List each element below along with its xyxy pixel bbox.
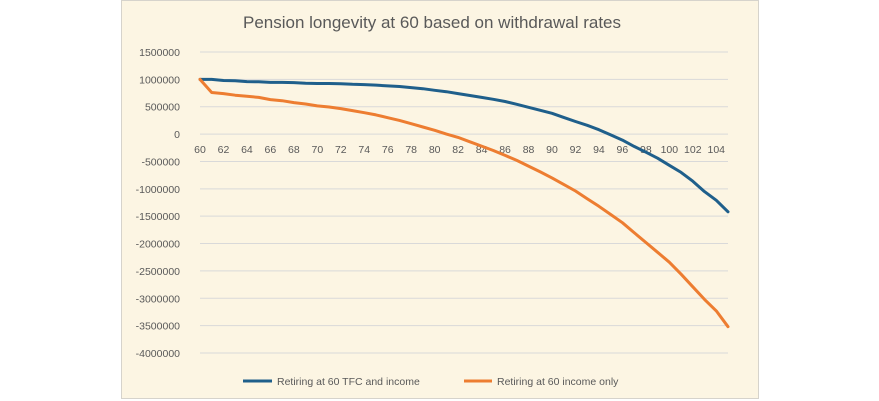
y-tick-label: 0 bbox=[174, 129, 180, 141]
series-line-income-only bbox=[198, 77, 730, 329]
x-tick-label: 78 bbox=[405, 144, 417, 156]
x-tick-label: 74 bbox=[358, 144, 370, 156]
y-tick-label: -1000000 bbox=[136, 184, 181, 196]
y-tick-label: -3000000 bbox=[136, 293, 181, 305]
x-tick-label: 104 bbox=[708, 144, 726, 156]
x-tick-label: 80 bbox=[429, 144, 441, 156]
series-line-tfc-income bbox=[198, 77, 730, 214]
y-tick-label: -500000 bbox=[141, 156, 180, 168]
x-tick-label: 82 bbox=[452, 144, 464, 156]
y-tick-label: -2000000 bbox=[136, 239, 181, 251]
legend-label-tfc-income: Retiring at 60 TFC and income bbox=[277, 376, 420, 388]
x-tick-label: 102 bbox=[684, 144, 702, 156]
x-tick-label: 90 bbox=[546, 144, 558, 156]
x-tick-label: 86 bbox=[499, 144, 511, 156]
x-tick-label: 60 bbox=[194, 144, 206, 156]
x-tick-label: 66 bbox=[265, 144, 277, 156]
x-tick-label: 70 bbox=[311, 144, 323, 156]
y-tick-label: 500000 bbox=[145, 102, 180, 114]
y-tick-label: 1000000 bbox=[139, 74, 180, 86]
y-axis-ticks: 1500000 1000000 500000 0 -500000 -1000000 -150… bbox=[136, 47, 181, 360]
y-tick-label: -3500000 bbox=[136, 321, 181, 333]
x-tick-label: 68 bbox=[288, 144, 300, 156]
y-tick-label: -4000000 bbox=[136, 348, 181, 360]
chart-title: Pension longevity at 60 based on withdra… bbox=[243, 13, 621, 32]
legend: Retiring at 60 TFC and income Retiring a… bbox=[243, 376, 619, 388]
x-tick-label: 72 bbox=[335, 144, 347, 156]
series-lines bbox=[198, 77, 730, 329]
y-tick-label: -1500000 bbox=[136, 211, 181, 223]
x-tick-label: 96 bbox=[617, 144, 629, 156]
x-tick-label: 64 bbox=[241, 144, 253, 156]
y-tick-label: 1500000 bbox=[139, 47, 180, 59]
legend-label-income-only: Retiring at 60 income only bbox=[497, 376, 619, 388]
x-tick-label: 84 bbox=[476, 144, 488, 156]
x-tick-label: 98 bbox=[640, 144, 652, 156]
x-tick-label: 94 bbox=[593, 144, 605, 156]
x-tick-label: 100 bbox=[661, 144, 679, 156]
x-tick-label: 92 bbox=[570, 144, 582, 156]
chart-area: Pension longevity at 60 based on withdra… bbox=[121, 0, 759, 399]
x-axis-ticks: 60 62 64 66 68 70 72 74 76 78 80 82 84 86 88 90 92 94 96 98… bbox=[194, 144, 725, 156]
x-tick-label: 76 bbox=[382, 144, 394, 156]
y-tick-label: -2500000 bbox=[136, 266, 181, 278]
gridlines bbox=[200, 51, 728, 354]
x-tick-label: 62 bbox=[218, 144, 230, 156]
chart-svg: Pension longevity at 60 based on withdra… bbox=[136, 13, 730, 388]
x-tick-label: 88 bbox=[523, 144, 535, 156]
